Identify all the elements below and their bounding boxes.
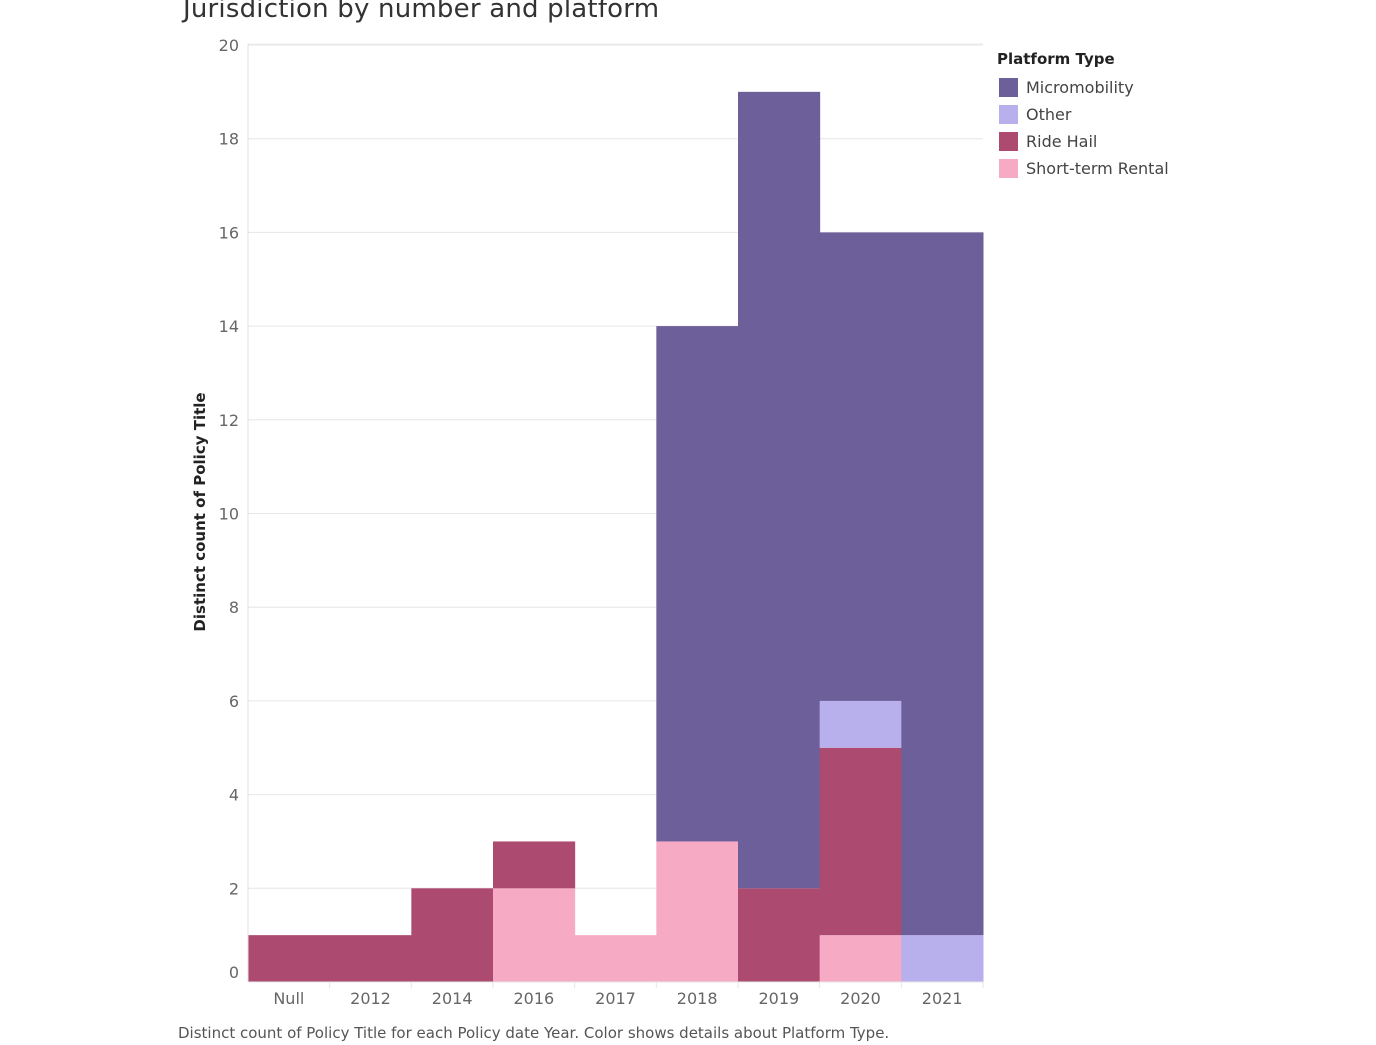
bar-segment — [738, 91, 821, 889]
y-tick-label: 6 — [229, 692, 239, 711]
x-tick-label: 2018 — [677, 989, 718, 1008]
bar-segment — [901, 935, 984, 982]
legend-label: Short-term Rental — [1026, 159, 1169, 178]
chart-title: Jurisdiction by number and platform — [183, 0, 660, 24]
bars — [248, 91, 984, 982]
legend-swatch — [999, 105, 1018, 124]
bar-segment — [819, 935, 902, 982]
y-axis-title: Distinct count of Policy Title — [191, 392, 209, 631]
y-tick-label: 8 — [229, 598, 239, 617]
bar-segment — [738, 888, 821, 982]
bar-segment — [493, 888, 576, 982]
x-tick-label: 2014 — [432, 989, 473, 1008]
legend-item: Micromobility — [997, 74, 1257, 101]
bar-segment — [574, 935, 657, 982]
bar-segment — [656, 326, 739, 842]
chart-caption: Distinct count of Policy Title for each … — [178, 1024, 890, 1042]
y-tick-label: 20 — [219, 36, 239, 55]
legend-label: Micromobility — [1026, 78, 1134, 97]
x-tick-label: Null — [273, 989, 304, 1008]
bar-segment — [656, 841, 739, 982]
legend-items: Micromobility Other Ride Hail Short-term Re… — [997, 74, 1257, 182]
bar-segment — [493, 841, 576, 889]
bar-segment — [819, 232, 902, 701]
x-tick-label: 2017 — [595, 989, 636, 1008]
x-tick-label: 2012 — [350, 989, 391, 1008]
legend-label: Other — [1026, 105, 1072, 124]
legend-title: Platform Type — [997, 50, 1115, 68]
legend: Platform Type Micromobility Other Ride Hai… — [997, 48, 1257, 182]
y-tick-label: 14 — [219, 317, 239, 336]
axes: 0 2 4 6 8 10 12 14 16 18 20 Null 2012 2014 2016 2017 201… — [219, 36, 984, 1008]
legend-swatch — [999, 159, 1018, 178]
legend-swatch — [999, 132, 1018, 151]
x-tick-label: 2019 — [758, 989, 799, 1008]
legend-item: Other — [997, 101, 1257, 128]
y-tick-label: 4 — [229, 786, 239, 805]
y-tick-label: 12 — [219, 411, 239, 430]
x-tick-label: 2020 — [840, 989, 881, 1008]
bar-segment — [819, 700, 902, 748]
bar-segment — [411, 888, 494, 982]
x-tick-label: 2021 — [922, 989, 963, 1008]
y-tick-label: 2 — [229, 879, 239, 898]
y-tick-label: 0 — [229, 963, 239, 982]
bar-segment — [329, 935, 412, 982]
y-tick-label: 10 — [219, 505, 239, 524]
bar-segment — [248, 935, 331, 982]
legend-item: Ride Hail — [997, 128, 1257, 155]
y-tick-label: 18 — [219, 130, 239, 149]
bar-segment — [819, 747, 902, 936]
y-tick-label: 16 — [219, 223, 239, 242]
legend-swatch — [999, 78, 1018, 97]
legend-label: Ride Hail — [1026, 132, 1098, 151]
bar-segment — [901, 232, 984, 936]
gridlines — [248, 43, 983, 889]
x-tick-label: 2016 — [513, 989, 554, 1008]
legend-item: Short-term Rental — [997, 155, 1257, 182]
